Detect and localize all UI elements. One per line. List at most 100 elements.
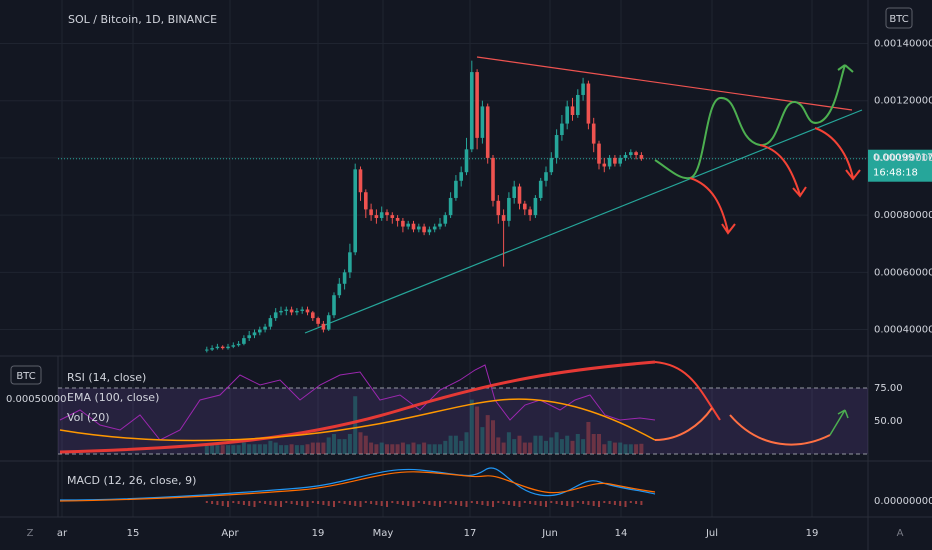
rsi-tick: 50.00	[874, 416, 903, 427]
volume-bar	[506, 432, 511, 454]
volume-bar	[538, 435, 543, 454]
macd-hist	[539, 501, 542, 506]
macd-hist	[306, 501, 309, 507]
macd-hist	[317, 501, 320, 504]
currency-box[interactable]	[10, 365, 42, 385]
macd-hist	[497, 501, 500, 503]
volume-bar	[459, 440, 464, 454]
candle-body	[427, 229, 432, 233]
macd-hist	[587, 501, 590, 505]
macd-hist	[232, 501, 235, 503]
candle-body	[390, 215, 395, 218]
macd-hist	[274, 501, 277, 506]
candle-body	[305, 309, 310, 313]
candle-body	[475, 72, 479, 138]
volume-bar	[448, 435, 453, 454]
candle-body	[374, 215, 379, 218]
volume-bar	[263, 444, 268, 454]
candle-body	[554, 135, 559, 158]
macd-hist	[380, 501, 383, 506]
volume-bar	[496, 437, 501, 454]
candle-body	[491, 157, 495, 201]
volume-bar	[422, 442, 427, 454]
candle-body	[639, 155, 644, 159]
candle-body	[332, 295, 336, 316]
volume-bar	[406, 444, 411, 454]
volume-bar	[443, 440, 448, 454]
macd-hist	[465, 501, 468, 507]
volume-bar	[469, 399, 474, 454]
volume-bar	[612, 442, 617, 454]
y-tick-label: 0.00040000	[874, 325, 932, 336]
currency[interactable]: BTC	[889, 14, 908, 25]
candle-body	[321, 323, 326, 330]
volume-bar	[316, 442, 321, 454]
drawing-arrow	[829, 409, 849, 436]
volume-bar	[332, 433, 336, 454]
corner[interactable]: Z	[27, 528, 34, 539]
candle-body	[597, 143, 601, 164]
indicator-label: EMA (100, close)	[67, 391, 159, 404]
candle-body	[417, 226, 421, 230]
volume-bar	[400, 442, 405, 454]
volume-bar	[607, 440, 612, 454]
candle-body	[358, 169, 363, 193]
x-tick-label: ar	[57, 528, 68, 539]
volume-bar	[247, 444, 252, 454]
currency-box[interactable]	[885, 7, 913, 29]
macd-hist	[529, 501, 532, 504]
volume-bar	[305, 444, 310, 454]
y-tick-label: 0.00140000	[874, 38, 932, 49]
currency[interactable]: BTC	[16, 371, 35, 382]
projection-arrow	[837, 64, 854, 73]
indicator-label: RSI (14, close)	[67, 371, 146, 384]
macd-hist	[327, 501, 330, 506]
candle-body	[602, 163, 607, 167]
last-price-tag	[868, 149, 932, 182]
macd-hist	[295, 501, 298, 505]
corner[interactable]: A	[897, 528, 904, 539]
projection	[689, 177, 736, 235]
macd-hist	[555, 501, 558, 504]
volume-bar	[501, 442, 506, 454]
macd-hist	[322, 501, 325, 505]
macd-hist	[253, 501, 256, 507]
x-tick-label: 14	[615, 528, 628, 539]
volume-bar	[337, 439, 342, 454]
macd-hist	[502, 501, 505, 504]
macd-hist	[598, 501, 600, 507]
macd-hist	[470, 501, 473, 503]
macd-hist	[338, 501, 341, 503]
candle-body	[401, 220, 405, 227]
candle-body	[220, 346, 225, 349]
volume-bar	[602, 444, 607, 454]
candle-body	[289, 309, 294, 313]
candle-body	[613, 157, 617, 164]
candle-body	[576, 94, 580, 115]
x-tick-label: 15	[127, 528, 140, 539]
candle-body	[205, 349, 209, 351]
ema-short	[59, 398, 656, 442]
volume-bar	[390, 444, 395, 454]
volume-bar	[485, 415, 490, 454]
macd-hist	[492, 501, 494, 507]
candle-body	[385, 212, 389, 216]
macd-hist	[227, 501, 229, 507]
volume-bar	[480, 427, 485, 454]
left-scale: 0.00050000	[6, 394, 66, 405]
volume-bar	[279, 445, 283, 454]
macd-hist	[476, 501, 479, 504]
y-tick-label: 0.00060000	[874, 267, 932, 278]
macd-hist	[460, 501, 463, 506]
macd-hist	[386, 501, 388, 507]
y-tick-label: 0.00120000	[874, 96, 932, 107]
x-tick-label: Apr	[221, 528, 239, 539]
macd-hist	[550, 501, 553, 503]
volume-bar	[204, 446, 209, 454]
trend-line	[476, 56, 853, 111]
candle-body	[247, 335, 251, 339]
candle-body	[258, 329, 262, 333]
macd-hist	[290, 501, 293, 504]
chart-title: SOL / Bitcoin, 1D, BINANCE	[68, 13, 217, 26]
volume-bar	[358, 432, 363, 454]
